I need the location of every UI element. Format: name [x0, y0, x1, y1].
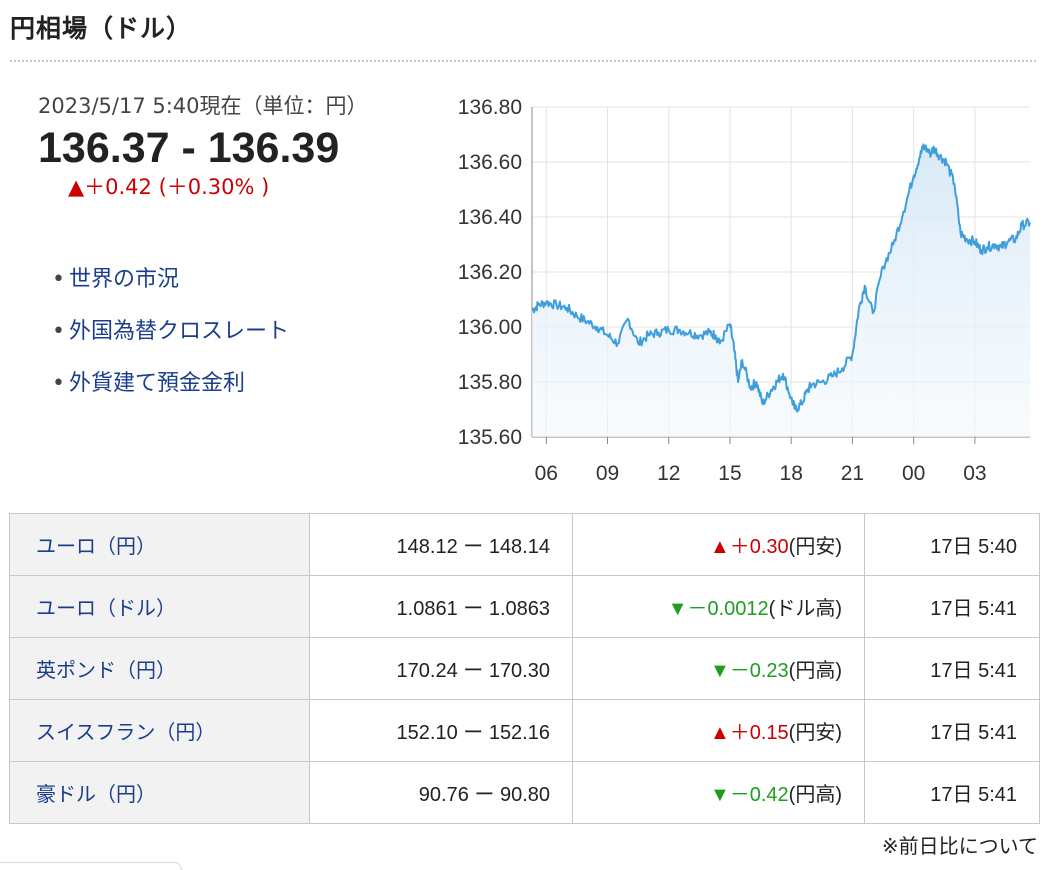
change-cell: ▼－0.42(円高)	[572, 761, 865, 824]
change-arrow: ▼	[709, 784, 730, 806]
currency-pair-name: 豪ドル（円）	[9, 761, 310, 824]
bullet: •	[52, 371, 65, 396]
x-tick-label: 18	[780, 462, 803, 485]
bullet: •	[52, 319, 65, 344]
y-tick-label: 136.20	[458, 261, 522, 284]
quote-panel: 2023/5/17 5:40現在（単位：円） 136.37 - 136.39 ▲…	[38, 92, 438, 201]
change-value: ＋0.30	[729, 536, 789, 558]
page-header: 円相場（ドル）	[10, 12, 1036, 62]
bottom-tab-edge	[0, 862, 182, 870]
table-row: ユーロ（ドル） 1.0861 ー 1.0863 ▼－0.0012(ドル高) 17日 5…	[9, 575, 1040, 638]
y-tick-label: 135.60	[458, 426, 522, 449]
update-time: 17日 5:40	[864, 513, 1040, 576]
bullet: •	[52, 267, 65, 292]
change-value: ＋0.15	[729, 722, 789, 744]
table-row: 豪ドル（円） 90.76 ー 90.80 ▼－0.42(円高) 17日 5:41	[9, 761, 1040, 824]
quote-timestamp: 2023/5/17 5:40現在（単位：円）	[38, 94, 368, 118]
change-cell: ▼－0.0012(ドル高)	[572, 575, 865, 638]
change-cell: ▲＋0.15(円安)	[572, 699, 865, 762]
currency-pair-name: 英ポンド（円）	[9, 637, 310, 700]
change-direction-label: (円安)	[788, 722, 842, 744]
link-item: • 世界の市況	[52, 254, 289, 306]
price-chart-svg: 136.80 136.60 136.40 136.20 136.00 135.80 135.…	[458, 96, 1031, 485]
x-tick-label: 03	[963, 462, 986, 485]
table-row: スイスフラン（円） 152.10 ー 152.16 ▲＋0.15(円安) 17日 5:…	[9, 699, 1040, 762]
change-value: －0.23	[729, 660, 789, 682]
quote-rate: 136.37 - 136.39	[38, 124, 340, 172]
update-time: 17日 5:41	[864, 575, 1040, 638]
y-tick-label: 136.40	[458, 206, 522, 229]
related-links: • 世界の市況 • 外国為替クロスレート • 外貨建て預金金利	[52, 254, 289, 410]
x-tick-label: 15	[718, 462, 741, 485]
x-tick-label: 09	[596, 462, 619, 485]
change-cell: ▼－0.23(円高)	[572, 637, 865, 700]
page-title: 円相場（ドル）	[10, 14, 193, 43]
x-tick-label: 06	[535, 462, 558, 485]
link-deposit-rates[interactable]: 外貨建て預金金利	[68, 371, 245, 396]
y-tick-label: 135.80	[458, 371, 522, 394]
link-cross-rates[interactable]: 外国為替クロスレート	[68, 319, 289, 344]
currency-pair-name: ユーロ（円）	[9, 513, 310, 576]
link-world-markets[interactable]: 世界の市況	[68, 267, 179, 292]
rates-table-body: ユーロ（円） 148.12 ー 148.14 ▲＋0.30(円安) 17日 5:40 ユ…	[9, 513, 1040, 824]
change-cell: ▲＋0.30(円安)	[572, 513, 865, 576]
change-value: －0.42	[729, 784, 789, 806]
footnote-link[interactable]: ※前日比について	[881, 834, 1038, 858]
link-item: • 外貨建て預金金利	[52, 358, 289, 410]
change-arrow: ▼	[667, 598, 688, 620]
change-arrow: ▼	[709, 660, 730, 682]
currency-pair-name: ユーロ（ドル）	[9, 575, 310, 638]
y-tick-label: 136.60	[458, 151, 522, 174]
table-row: 英ポンド（円） 170.24 ー 170.30 ▼－0.23(円高) 17日 5:41	[9, 637, 1040, 700]
link-item: • 外国為替クロスレート	[52, 306, 289, 358]
currency-pair-name: スイスフラン（円）	[9, 699, 310, 762]
change-direction-label: (ドル高)	[768, 598, 842, 620]
rate-value: 90.76 ー 90.80	[309, 761, 573, 824]
rate-value: 1.0861 ー 1.0863	[309, 575, 573, 638]
change-direction-label: (円高)	[788, 660, 842, 682]
x-tick-label: 12	[657, 462, 680, 485]
change-direction-label: (円高)	[788, 784, 842, 806]
y-tick-label: 136.80	[458, 96, 522, 119]
change-direction-label: (円安)	[788, 536, 842, 558]
price-area	[532, 144, 1030, 437]
rates-table: ユーロ（円） 148.12 ー 148.14 ▲＋0.30(円安) 17日 5:40 ユ…	[9, 513, 1040, 824]
x-tick-label: 21	[841, 462, 864, 485]
update-time: 17日 5:41	[864, 699, 1040, 762]
change-arrow: ▲	[709, 536, 730, 558]
y-tick-label: 136.00	[458, 316, 522, 339]
x-tick-label: 00	[902, 462, 925, 485]
update-time: 17日 5:41	[864, 637, 1040, 700]
price-line	[531, 143, 1031, 413]
table-row: ユーロ（円） 148.12 ー 148.14 ▲＋0.30(円安) 17日 5:40	[9, 513, 1040, 576]
rate-value: 148.12 ー 148.14	[309, 513, 573, 576]
change-arrow: ▲	[709, 722, 730, 744]
rate-value: 152.10 ー 152.16	[309, 699, 573, 762]
rate-value: 170.24 ー 170.30	[309, 637, 573, 700]
update-time: 17日 5:41	[864, 761, 1040, 824]
price-chart: 136.80 136.60 136.40 136.20 136.00 135.80 135.…	[440, 90, 1040, 490]
quote-change: ▲＋0.42 (＋0.30% )	[68, 175, 270, 199]
change-value: －0.0012	[687, 598, 769, 620]
